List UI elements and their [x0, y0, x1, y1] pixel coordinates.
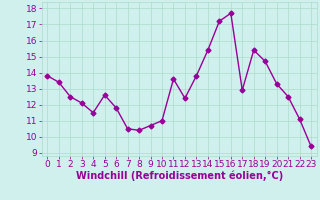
- X-axis label: Windchill (Refroidissement éolien,°C): Windchill (Refroidissement éolien,°C): [76, 171, 283, 181]
